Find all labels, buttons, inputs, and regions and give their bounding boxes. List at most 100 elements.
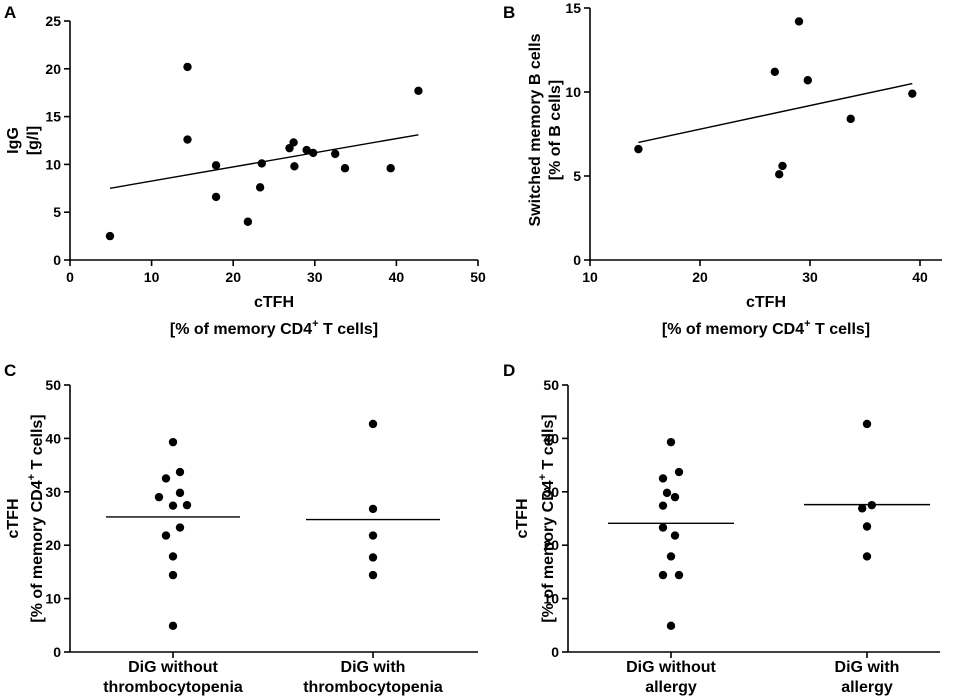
panel-a-data-point xyxy=(105,231,115,241)
panel-c-category-label-line2: thrombocytopenia xyxy=(303,679,443,696)
panel-d-data-point xyxy=(858,504,867,513)
panel-c-data-point xyxy=(175,523,185,532)
panel-a-data-point xyxy=(257,159,266,168)
panel-d-data-point xyxy=(658,570,668,580)
panel-d-category-label-line2: allergy xyxy=(645,679,697,696)
panel-c-data-point xyxy=(161,531,171,540)
panel-b-y-tick-label: 10 xyxy=(565,84,581,100)
panel-d-y-tick-label: 0 xyxy=(551,644,559,660)
panel-b-x-tick-label: 10 xyxy=(582,269,598,285)
panel-a-x-tick-label: 10 xyxy=(144,269,160,285)
panel-b-x-label-title: cTFH xyxy=(746,294,786,311)
panel-a-y-tick-label: 15 xyxy=(45,109,61,125)
panel-a-data-point xyxy=(211,161,221,170)
panel-c-y-tick-label: 0 xyxy=(53,644,61,660)
panel-b-y-label-title: Switched memory B cells xyxy=(527,33,544,226)
panel-b-data-point xyxy=(794,17,804,26)
panel-b-regression-line xyxy=(638,82,913,144)
panel-d-data-point xyxy=(674,570,684,580)
panel-d-category-label-line1: DiG without xyxy=(626,659,716,676)
panel-d-data-point xyxy=(658,523,668,532)
panel-d-data-point xyxy=(658,501,668,510)
panel-b-letter: B xyxy=(503,3,515,22)
panel-c-category-label-line1: DiG without xyxy=(128,659,218,676)
panel-b-x-tick-label: 30 xyxy=(802,269,818,285)
panel-a-data-point xyxy=(340,164,350,173)
panel-d-data-point xyxy=(658,474,668,483)
panel-b-data-point xyxy=(803,76,812,85)
panel-c-data-point xyxy=(168,570,178,580)
panel-d-data-point xyxy=(662,488,672,498)
panel-c-y-label-title: cTFH xyxy=(5,499,22,539)
panel-b-data-point xyxy=(634,144,643,154)
panel-c-y-tick-label: 20 xyxy=(45,537,61,553)
panel-d-letter: D xyxy=(503,361,515,380)
panel-a-y-tick-label: 5 xyxy=(53,204,61,220)
panel-b: B 0 5 10 15 10 20 30 40 cTFH [% of memory CD4+ T … xyxy=(503,0,942,338)
panel-d-data-point xyxy=(670,531,680,540)
panel-d-y-label-title: cTFH xyxy=(514,499,531,539)
panel-d-data-point xyxy=(666,437,676,447)
panel-d-y-tick-label: 20 xyxy=(543,537,559,553)
panel-b-y-tick-label: 0 xyxy=(573,252,581,268)
panel-c-y-label-units: [% of memory CD4+ T cells] xyxy=(26,414,46,622)
panel-b-data-point xyxy=(846,114,855,124)
panel-a-data-point xyxy=(183,62,192,72)
panel-b-y-tick-label: 15 xyxy=(565,0,581,16)
panel-a-y-tick-label: 25 xyxy=(45,13,61,29)
panel-a-x-tick-label: 20 xyxy=(225,269,241,285)
panel-a-x-tick-label: 30 xyxy=(307,269,323,285)
panel-c-data-point xyxy=(175,488,185,498)
panel-c-data-point xyxy=(168,552,178,561)
panel-a-data-point xyxy=(289,138,298,147)
panel-c-category-label-line1: DiG with xyxy=(341,659,406,676)
panel-c-y-tick-label: 50 xyxy=(45,377,61,393)
panel-d-data-point xyxy=(862,522,872,531)
panel-b-x-tick-label: 40 xyxy=(912,269,928,285)
panel-d-y-tick-label: 30 xyxy=(543,484,559,500)
panel-a-data-point xyxy=(414,86,423,95)
panel-a-y-label-title: IgG xyxy=(5,127,22,154)
panel-a-x-tick-label: 50 xyxy=(470,269,486,285)
panel-d-data-point xyxy=(674,467,684,477)
panel-a-letter: A xyxy=(4,3,16,22)
panel-b-y-label-units: [% of B cells] xyxy=(547,80,564,180)
panel-c-data-point xyxy=(182,500,192,510)
panel-c-data-point xyxy=(154,492,164,502)
panel-c-y-tick-label: 40 xyxy=(45,430,61,446)
panel-d-data-point xyxy=(862,552,872,561)
panel-d-data-point xyxy=(670,492,680,502)
panel-a-y-tick-label: 20 xyxy=(45,61,61,77)
panel-a-data-point xyxy=(302,145,311,155)
panel-d-data-point xyxy=(867,500,876,510)
panel-d-y-tick-label: 50 xyxy=(543,377,559,393)
panel-c: C 0 10 20 30 40 50 DiG without thrombocytopenia… xyxy=(4,361,478,696)
panel-a-data-point xyxy=(308,148,318,158)
panel-a: A 0 5 10 15 20 25 0 10 20 30 40 50 cTFH [% of memory … xyxy=(4,3,486,338)
panel-d: D 0 10 20 30 40 50 DiG without allergy DiG with a… xyxy=(503,361,940,696)
panel-d-data-point xyxy=(862,419,872,429)
panel-c-data-point xyxy=(161,474,171,483)
panel-a-x-tick-label: 0 xyxy=(66,269,74,285)
panel-c-y-tick-label: 30 xyxy=(45,484,61,500)
panel-d-category-label-line2: allergy xyxy=(841,679,893,696)
panel-c-data-point xyxy=(168,621,178,631)
panel-c-data-point xyxy=(368,570,378,580)
panel-c-data-point xyxy=(368,531,378,540)
panel-d-y-tick-label: 10 xyxy=(543,591,559,607)
panel-c-y-tick-label: 10 xyxy=(45,591,61,607)
panel-c-data-point xyxy=(168,501,178,510)
panel-c-data-point xyxy=(175,467,185,477)
panel-c-data-point xyxy=(368,504,378,514)
panel-a-data-point xyxy=(183,135,192,144)
panel-a-y-tick-label: 0 xyxy=(53,252,61,268)
panel-a-x-tick-label: 40 xyxy=(389,269,405,285)
panel-d-y-label-units: [% of memory CD4+ T cells] xyxy=(537,414,557,622)
panel-c-letter: C xyxy=(4,361,16,380)
panel-b-y-tick-label: 5 xyxy=(573,168,581,184)
panel-a-x-label-units: [% of memory CD4+ T cells] xyxy=(170,318,378,338)
panel-b-data-point xyxy=(908,89,917,98)
panel-a-x-label-title: cTFH xyxy=(254,294,294,311)
panel-a-y-label-units: [g/l] xyxy=(25,126,42,155)
panel-a-data-point xyxy=(386,164,395,173)
